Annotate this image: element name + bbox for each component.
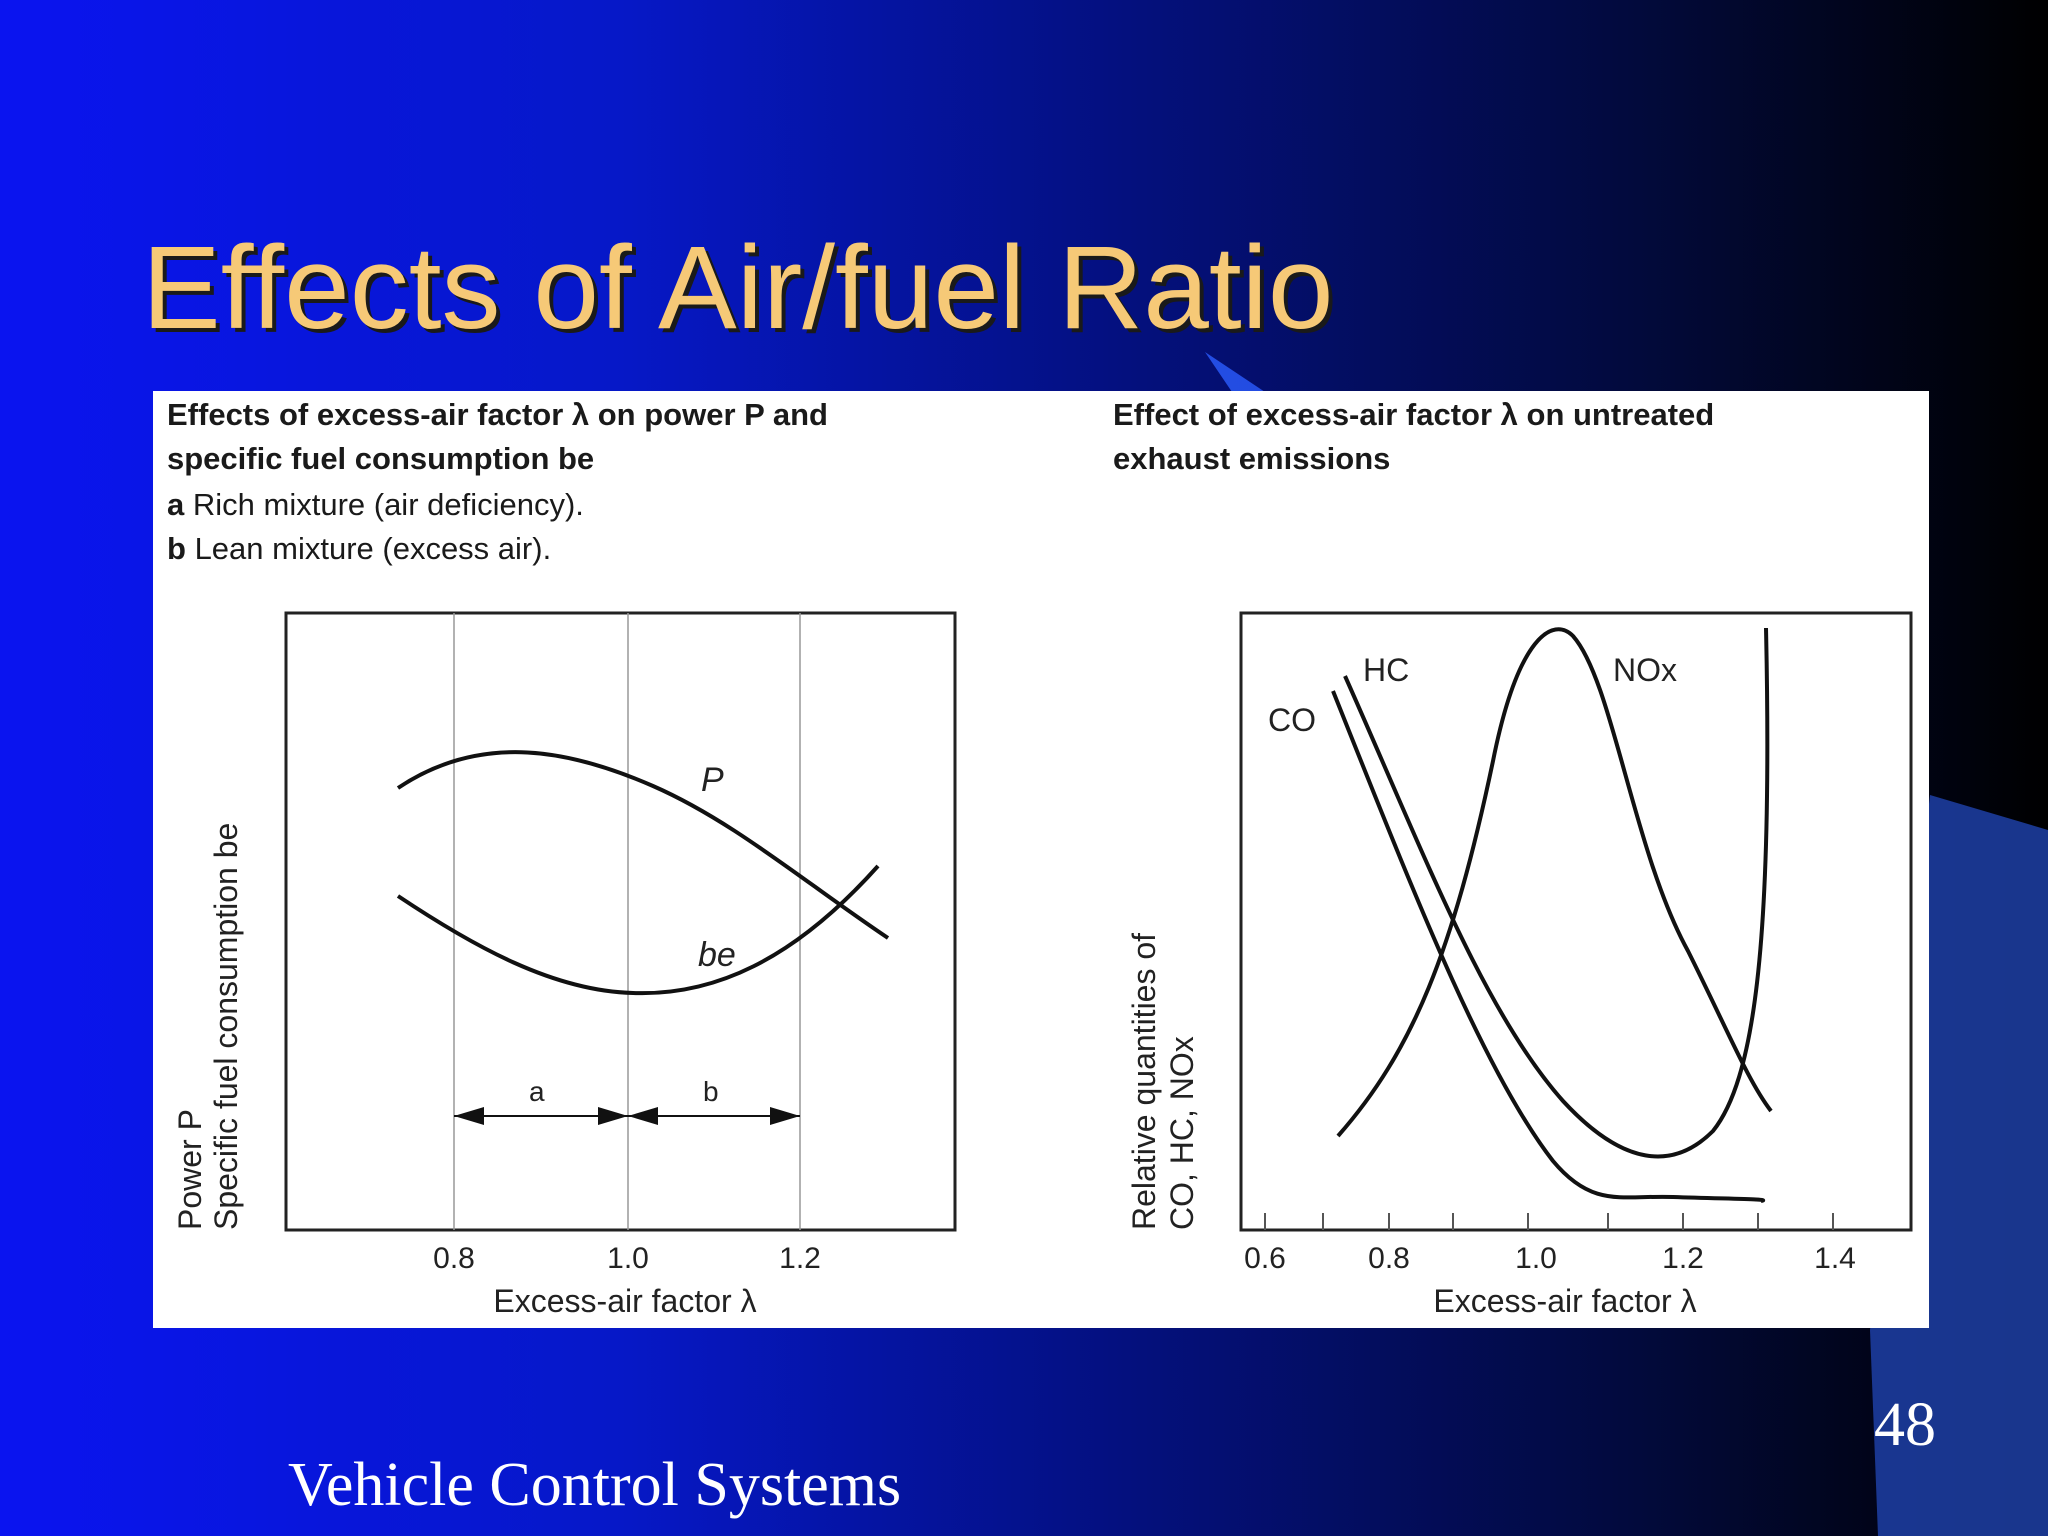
fuel-curve-label: be [698, 936, 736, 974]
range-b-label: b [703, 1076, 719, 1107]
range-b-arrow [628, 1107, 800, 1125]
range-a-arrow [454, 1107, 628, 1125]
right-xtick-1.2: 1.2 [1662, 1242, 1704, 1275]
right-caption-line1: Effect of excess-air factor λ on untreat… [1113, 397, 1715, 432]
right-caption-line2: exhaust emissions [1113, 441, 1391, 476]
left-xtick-0.8: 0.8 [433, 1242, 475, 1275]
right-xlabel: Excess-air factor λ [1433, 1283, 1696, 1319]
right-graph-frame [1239, 611, 1913, 1232]
nox-curve [1336, 627, 1773, 1138]
figure-panel: Effects of excess-air factor λ on power … [153, 391, 1929, 1328]
legend-b-key: b [167, 531, 186, 566]
right-xtick-1.0: 1.0 [1515, 1242, 1557, 1275]
left-caption-line2: specific fuel consumption be [167, 441, 595, 476]
range-a-label: a [529, 1076, 545, 1107]
right-ylabel-line1: Relative quantities of [1126, 933, 1162, 1230]
right-xtick-0.8: 0.8 [1368, 1242, 1410, 1275]
hc-curve-label: HC [1363, 652, 1409, 688]
left-ylabel-line2: Specific fuel consumption be [208, 823, 244, 1230]
power-curve-label: P [701, 761, 724, 799]
left-xlabel: Excess-air factor λ [493, 1283, 756, 1319]
left-graph: P be a b 0.8 1.0 1.2 Excess-air factor λ… [172, 611, 1913, 1319]
left-xtick-1.0: 1.0 [607, 1242, 649, 1275]
right-xtick-0.6: 0.6 [1244, 1242, 1286, 1275]
slide-title: Effects of Air/fuel Ratio [142, 222, 1334, 354]
co-curve [1331, 690, 1766, 1203]
decorative-sliver [1205, 352, 1265, 392]
left-ylabel-line1: Power P [172, 1109, 208, 1230]
left-caption: Effects of excess-air factor λ on power … [167, 393, 828, 571]
hc-curve [1343, 627, 1770, 1159]
right-ylabel-line2: CO, HC, NOx [1164, 1036, 1200, 1230]
right-xtick-1.4: 1.4 [1814, 1242, 1856, 1275]
legend-a-text: Rich mixture (air deficiency). [192, 487, 584, 522]
nox-curve-label: NOx [1613, 652, 1677, 688]
legend-a-key: a [167, 487, 185, 522]
power-curve [396, 750, 890, 940]
co-curve-label: CO [1268, 702, 1316, 738]
left-caption-line1: Effects of excess-air factor λ on power … [167, 397, 828, 432]
right-caption: Effect of excess-air factor λ on untreat… [1113, 393, 1714, 481]
page-number: 48 [1874, 1391, 1936, 1459]
fuel-consumption-curve [396, 864, 880, 996]
left-graph-frame [284, 611, 957, 1232]
slide-footer: Vehicle Control Systems [288, 1451, 902, 1519]
left-xtick-1.2: 1.2 [779, 1242, 821, 1275]
legend-b-text: Lean mixture (excess air). [194, 531, 552, 566]
